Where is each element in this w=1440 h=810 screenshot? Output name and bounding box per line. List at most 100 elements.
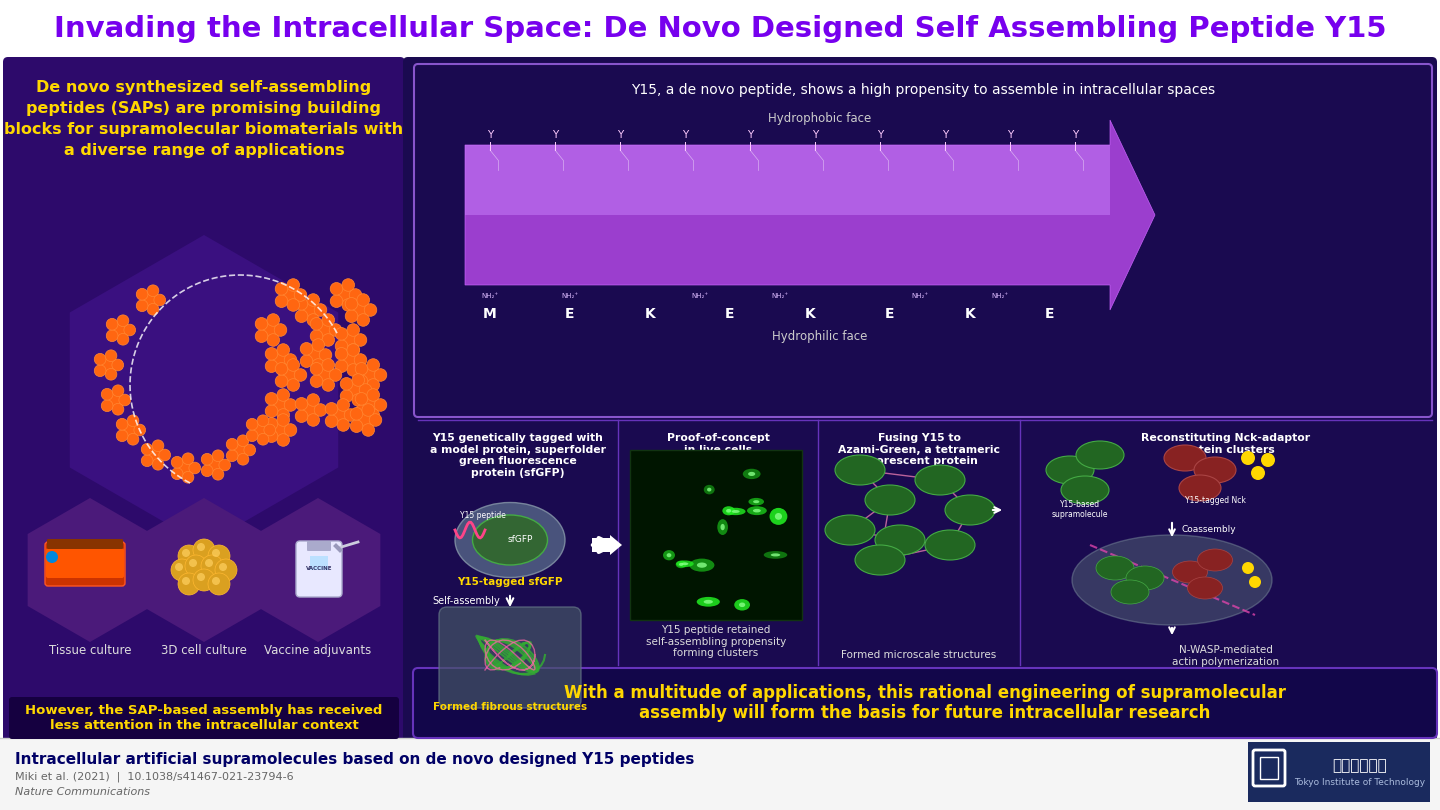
Circle shape [314, 304, 327, 316]
Text: Tokyo Institute of Technology: Tokyo Institute of Technology [1295, 778, 1426, 787]
Circle shape [264, 424, 275, 436]
Circle shape [294, 288, 307, 301]
Ellipse shape [1071, 535, 1272, 625]
Circle shape [266, 334, 279, 347]
Polygon shape [465, 120, 1155, 310]
Circle shape [357, 313, 370, 326]
Circle shape [350, 407, 363, 420]
Text: NH₂⁺: NH₂⁺ [562, 293, 579, 299]
Circle shape [275, 375, 288, 387]
Circle shape [307, 394, 320, 407]
FancyBboxPatch shape [415, 64, 1431, 417]
Ellipse shape [775, 513, 782, 520]
Text: E: E [726, 307, 734, 321]
Circle shape [276, 433, 289, 446]
FancyBboxPatch shape [310, 556, 328, 570]
Circle shape [258, 433, 269, 446]
FancyBboxPatch shape [403, 57, 1437, 745]
FancyBboxPatch shape [48, 539, 122, 549]
Circle shape [294, 369, 307, 382]
Circle shape [295, 398, 308, 410]
Circle shape [350, 420, 363, 433]
Circle shape [287, 379, 300, 391]
Circle shape [246, 419, 258, 430]
Circle shape [105, 369, 117, 380]
Text: NH₂⁺: NH₂⁺ [912, 293, 929, 299]
Text: Y: Y [487, 130, 492, 140]
Circle shape [193, 569, 215, 591]
Circle shape [356, 363, 367, 375]
Circle shape [124, 324, 135, 336]
Text: However, the SAP-based assembly has received
less attention in the intracellular: However, the SAP-based assembly has rece… [26, 704, 383, 732]
Text: Y15 genetically tagged with
a model protein, superfolder
green fluorescence
prot: Y15 genetically tagged with a model prot… [431, 433, 606, 478]
Circle shape [361, 424, 374, 437]
Circle shape [336, 360, 348, 373]
Circle shape [265, 405, 278, 417]
Circle shape [312, 359, 324, 371]
FancyBboxPatch shape [413, 668, 1437, 738]
Text: Fusing Y15 to
Azami-Green, a tetrameric
fluorescent protein: Fusing Y15 to Azami-Green, a tetrameric … [838, 433, 999, 467]
Circle shape [323, 334, 334, 347]
Circle shape [197, 543, 204, 551]
Circle shape [336, 285, 354, 305]
Circle shape [176, 563, 183, 571]
Text: K: K [805, 307, 815, 321]
Circle shape [265, 393, 278, 405]
Circle shape [337, 399, 350, 411]
Circle shape [105, 350, 117, 361]
Circle shape [184, 555, 207, 577]
Circle shape [281, 365, 300, 385]
Circle shape [271, 350, 289, 370]
Circle shape [212, 468, 223, 480]
Polygon shape [27, 498, 153, 642]
Circle shape [330, 405, 350, 424]
Circle shape [330, 324, 341, 336]
Circle shape [255, 318, 268, 330]
Ellipse shape [717, 519, 729, 535]
Circle shape [207, 573, 230, 595]
FancyBboxPatch shape [631, 450, 802, 620]
Ellipse shape [749, 472, 755, 476]
Circle shape [367, 379, 380, 391]
Ellipse shape [726, 508, 746, 515]
Circle shape [281, 285, 300, 305]
Circle shape [153, 440, 164, 452]
Circle shape [265, 360, 278, 373]
Ellipse shape [749, 498, 765, 505]
Circle shape [153, 458, 164, 470]
Ellipse shape [677, 561, 694, 567]
Circle shape [112, 385, 124, 397]
Polygon shape [256, 498, 380, 642]
Circle shape [346, 380, 364, 400]
Ellipse shape [945, 495, 995, 525]
Ellipse shape [680, 563, 684, 566]
Text: sfGFP: sfGFP [507, 535, 533, 544]
Circle shape [346, 297, 357, 310]
Circle shape [295, 410, 308, 423]
Ellipse shape [739, 603, 746, 608]
FancyBboxPatch shape [46, 548, 124, 578]
Circle shape [120, 394, 131, 406]
Circle shape [364, 304, 377, 316]
Circle shape [374, 399, 387, 411]
Circle shape [284, 399, 297, 411]
Circle shape [202, 465, 213, 476]
Ellipse shape [1096, 556, 1135, 580]
Ellipse shape [770, 553, 780, 556]
Circle shape [354, 334, 367, 347]
Circle shape [121, 421, 140, 439]
FancyBboxPatch shape [439, 607, 580, 708]
Ellipse shape [681, 562, 688, 565]
Circle shape [171, 468, 183, 480]
Circle shape [336, 347, 348, 360]
Ellipse shape [675, 561, 687, 568]
Text: Y: Y [1007, 130, 1014, 140]
Circle shape [107, 330, 118, 342]
Circle shape [1241, 451, 1256, 465]
Circle shape [320, 348, 331, 361]
Ellipse shape [662, 550, 675, 561]
Polygon shape [141, 498, 266, 642]
FancyBboxPatch shape [307, 541, 331, 551]
Circle shape [336, 340, 348, 352]
Ellipse shape [472, 515, 547, 565]
